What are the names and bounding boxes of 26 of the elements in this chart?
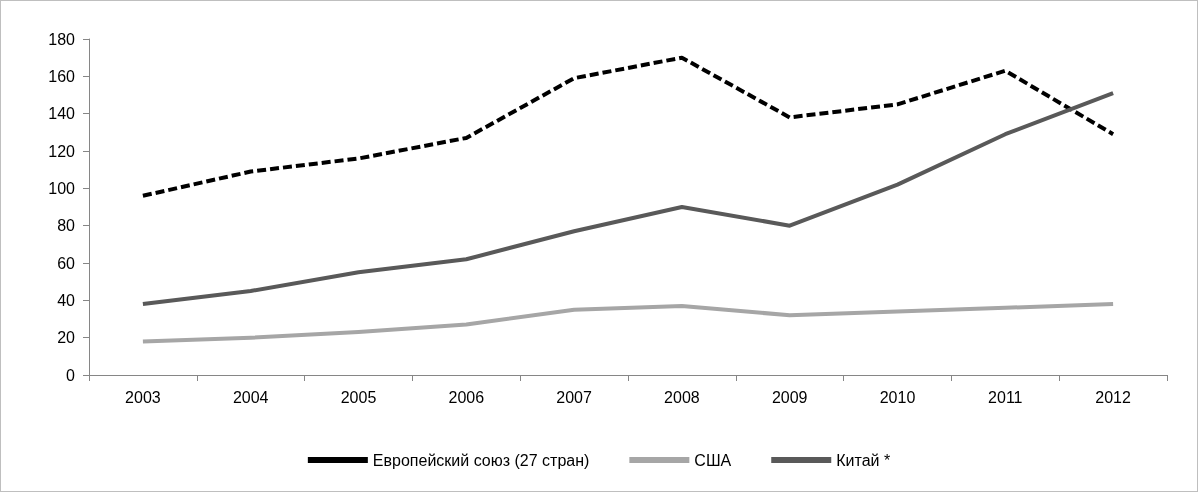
- line-series: [140, 91, 1116, 307]
- y-tick-label: 120: [48, 142, 76, 160]
- y-tick-label: 160: [48, 67, 76, 85]
- x-tick-label: 2008: [664, 388, 700, 406]
- legend-label: Китай *: [836, 451, 891, 469]
- legend-label: Европейский союз (27 стран): [372, 451, 590, 469]
- line-series: [140, 55, 1116, 198]
- legend-label: США: [694, 451, 732, 469]
- x-tick-label: 2007: [556, 388, 592, 406]
- x-tick-label: 2003: [125, 388, 161, 406]
- x-tick-label: 2005: [340, 388, 377, 406]
- x-tick-label: 2006: [448, 388, 485, 406]
- x-tick-label: 2011: [988, 388, 1023, 406]
- line-series: [140, 302, 1116, 344]
- x-tick-label: 2010: [879, 388, 916, 406]
- y-tick-label: 0: [66, 366, 76, 384]
- x-tick-label: 2009: [771, 388, 808, 406]
- y-tick-label: 180: [48, 30, 76, 48]
- y-tick-label: 20: [57, 329, 76, 347]
- y-tick-label: 140: [48, 105, 76, 123]
- x-tick-label: 2004: [232, 388, 269, 406]
- y-tick-label: 60: [57, 254, 76, 272]
- y-tick-label: 80: [57, 217, 76, 235]
- x-tick-label: 2012: [1095, 388, 1131, 406]
- y-tick-label: 40: [57, 291, 76, 309]
- y-tick-label: 100: [48, 179, 76, 197]
